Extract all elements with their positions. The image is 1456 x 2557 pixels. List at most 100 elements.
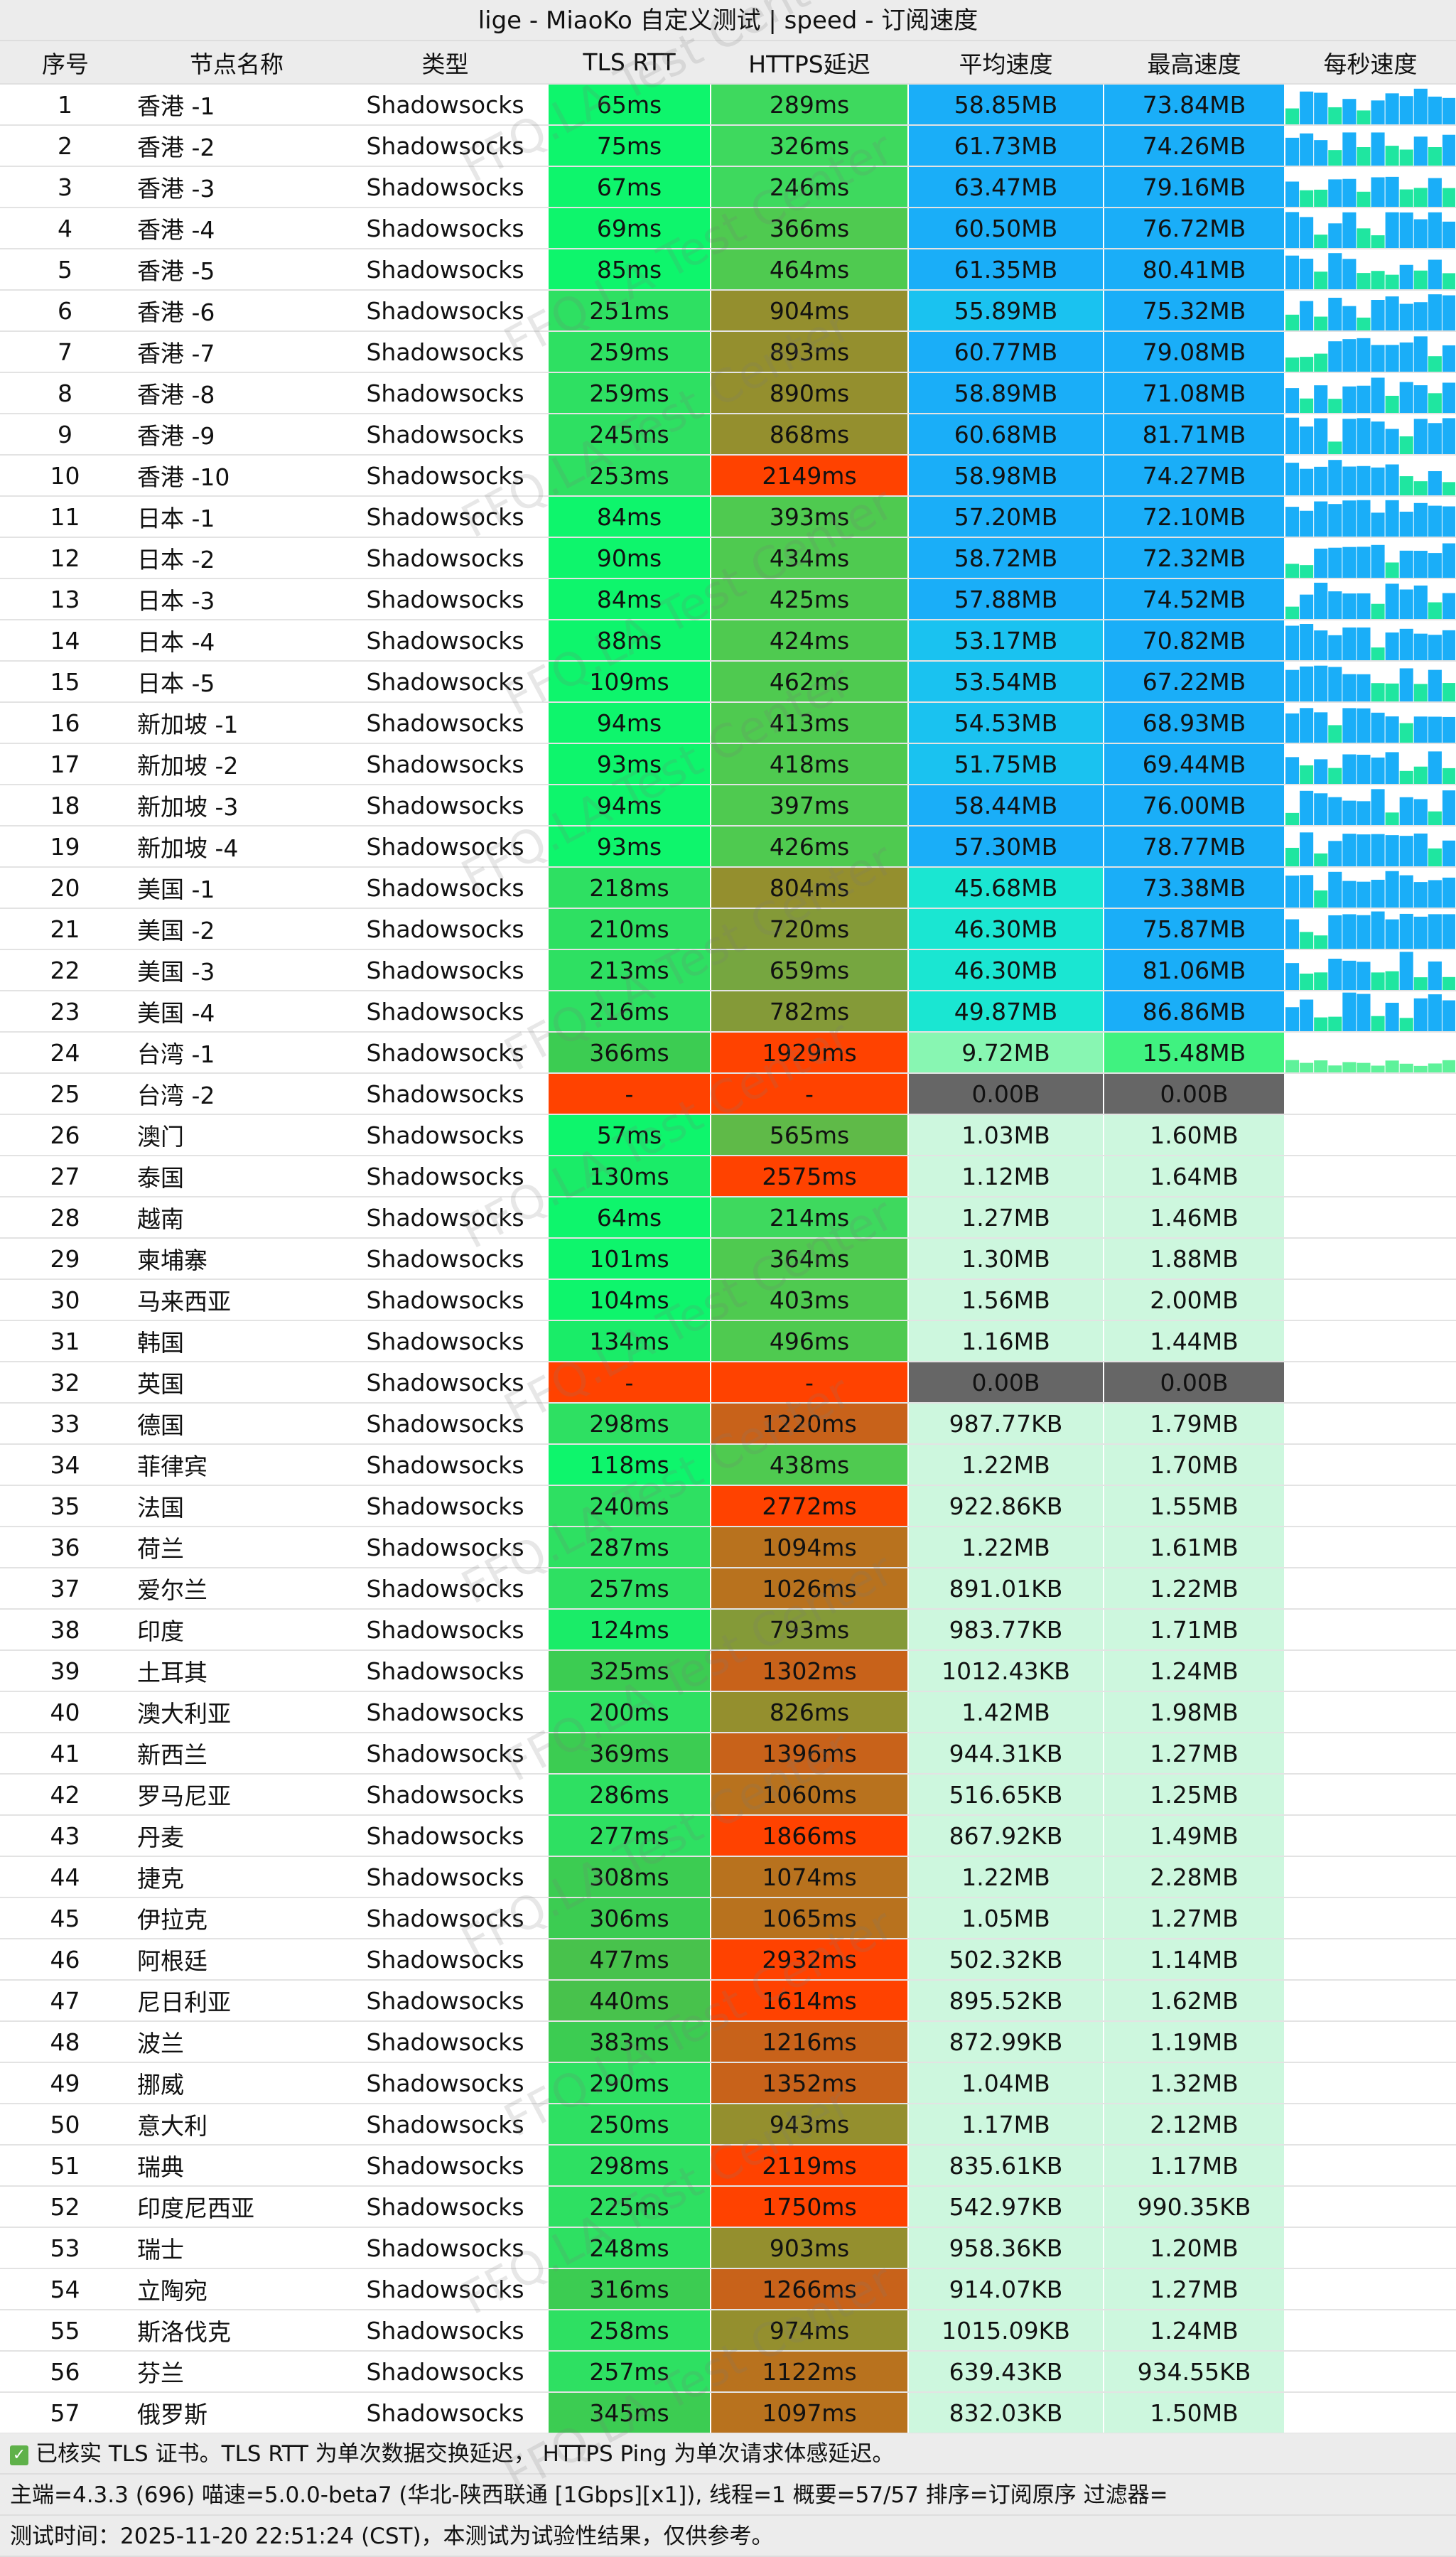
- sparkline-bar: [1285, 625, 1300, 660]
- sparkline-bar: [1428, 1063, 1442, 1072]
- https-latency-cell: 393ms: [711, 496, 909, 538]
- tls-rtt-cell: 104ms: [548, 1279, 711, 1321]
- per-second-speed-sparkline: [1285, 125, 1456, 167]
- per-second-speed-sparkline: [1285, 1073, 1456, 1115]
- max-speed-cell: 67.22MB: [1104, 661, 1285, 703]
- node-name-cell: 新加坡 -3: [131, 785, 343, 827]
- max-speed-cell: 0.00B: [1104, 1362, 1285, 1404]
- sparkline-bar: [1285, 314, 1300, 330]
- table-row: 55 斯洛伐克 Shadowsocks 258ms 974ms 1015.09KB 1.24…: [0, 2310, 1456, 2352]
- sparkline-bar: [1371, 132, 1385, 165]
- sparkline-bar: [1371, 683, 1385, 701]
- tls-rtt-cell: 298ms: [548, 1403, 711, 1445]
- sparkline-bar: [1385, 971, 1399, 989]
- tls-rtt-cell: 440ms: [548, 1980, 711, 2022]
- sparkline-bar: [1328, 667, 1342, 701]
- https-latency-cell: 426ms: [711, 826, 909, 868]
- sparkline-bar: [1442, 188, 1455, 206]
- sparkline-bar: [1371, 1016, 1385, 1030]
- max-speed-cell: 1.64MB: [1104, 1156, 1285, 1197]
- sparkline-bar: [1328, 768, 1342, 783]
- type-cell: Shadowsocks: [343, 208, 549, 249]
- node-name-cell: 美国 -1: [131, 867, 343, 909]
- sparkline-bar: [1328, 725, 1342, 742]
- max-speed-cell: 2.00MB: [1104, 1279, 1285, 1321]
- table-row: 30 马来西亚 Shadowsocks 104ms 403ms 1.56MB 2.00MB: [0, 1279, 1456, 1321]
- index-cell: 1: [0, 84, 131, 126]
- avg-speed-cell: 57.30MB: [908, 826, 1104, 868]
- per-second-speed-sparkline: [1285, 84, 1456, 126]
- tls-rtt-cell: -: [548, 1073, 711, 1115]
- max-speed-cell: 1.49MB: [1104, 1815, 1285, 1857]
- per-second-speed-sparkline: [1285, 1733, 1456, 1775]
- sparkline-bar: [1385, 345, 1399, 371]
- table-row: 38 印度 Shadowsocks 124ms 793ms 983.77KB 1.71MB: [0, 1609, 1456, 1651]
- sparkline-bar: [1442, 790, 1455, 824]
- max-speed-cell: 15.48MB: [1104, 1032, 1285, 1074]
- sparkline-bar: [1357, 273, 1371, 289]
- table-row: 28 越南 Shadowsocks 64ms 214ms 1.27MB 1.46MB: [0, 1197, 1456, 1239]
- sparkline-bar: [1342, 386, 1357, 412]
- per-second-speed-sparkline: [1285, 331, 1456, 373]
- sparkline-bar: [1314, 271, 1328, 289]
- node-name-cell: 意大利: [131, 2104, 343, 2146]
- tls-rtt-cell: 257ms: [548, 2351, 711, 2393]
- sparkline-bar: [1428, 471, 1442, 495]
- index-cell: 42: [0, 1774, 131, 1816]
- node-name-cell: 荷兰: [131, 1527, 343, 1568]
- sparkline-bar: [1314, 759, 1328, 783]
- max-speed-cell: 1.25MB: [1104, 1774, 1285, 1816]
- sparkline-bar: [1342, 1062, 1357, 1072]
- index-cell: 41: [0, 1733, 131, 1775]
- table-row: 34 菲律宾 Shadowsocks 118ms 438ms 1.22MB 1.70MB: [0, 1444, 1456, 1486]
- tls-rtt-cell: 383ms: [548, 2021, 711, 2063]
- sparkline-bar: [1300, 133, 1314, 165]
- sparkline-bar: [1371, 757, 1385, 783]
- sparkline-bar: [1285, 606, 1300, 618]
- max-speed-cell: 2.12MB: [1104, 2104, 1285, 2146]
- sparkline-bar: [1413, 916, 1428, 948]
- type-cell: Shadowsocks: [343, 2062, 549, 2104]
- index-cell: 2: [0, 125, 131, 167]
- node-name-cell: 瑞士: [131, 2227, 343, 2269]
- type-cell: Shadowsocks: [343, 537, 549, 579]
- https-latency-cell: 364ms: [711, 1238, 909, 1280]
- sparkline-bar: [1428, 259, 1442, 289]
- footer-config: 主端=4.3.3 (696) 喵速=5.0.0-beta7 (华北-陕西联通 […: [0, 2475, 1456, 2516]
- type-cell: Shadowsocks: [343, 2351, 549, 2393]
- max-speed-cell: 1.19MB: [1104, 2021, 1285, 2063]
- sparkline-bar: [1399, 1063, 1413, 1072]
- index-cell: 5: [0, 249, 131, 291]
- sparkline-bar: [1385, 812, 1399, 824]
- tls-rtt-cell: 84ms: [548, 496, 711, 538]
- avg-speed-cell: 53.17MB: [908, 620, 1104, 662]
- type-cell: Shadowsocks: [343, 2021, 549, 2063]
- sparkline-bar: [1428, 602, 1442, 618]
- footer-test-time: 测试时间：2025-11-20 22:51:24 (CST)，本测试为试验性结果…: [0, 2516, 1456, 2557]
- sparkline-bar: [1314, 630, 1328, 660]
- sparkline-bar: [1428, 96, 1442, 124]
- sparkline-bar: [1342, 419, 1357, 453]
- sparkline-bar: [1442, 716, 1455, 742]
- sparkline-bar: [1314, 92, 1328, 124]
- type-cell: Shadowsocks: [343, 1609, 549, 1651]
- sparkline-bar: [1442, 345, 1455, 371]
- sparkline-bar: [1342, 800, 1357, 824]
- type-cell: Shadowsocks: [343, 949, 549, 991]
- https-latency-cell: 782ms: [711, 991, 909, 1033]
- sparkline-bar: [1428, 553, 1442, 577]
- sparkline-bar: [1300, 594, 1314, 618]
- sparkline-bar: [1300, 510, 1314, 536]
- tls-rtt-cell: 130ms: [548, 1156, 711, 1197]
- sparkline-bar: [1357, 385, 1371, 412]
- https-latency-cell: 464ms: [711, 249, 909, 291]
- type-cell: Shadowsocks: [343, 2392, 549, 2434]
- sparkline-bar: [1285, 564, 1300, 577]
- sparkline-bar: [1285, 463, 1300, 495]
- col-header-https-latency: HTTPS延迟: [711, 41, 908, 85]
- index-cell: 44: [0, 1856, 131, 1898]
- sparkline-bar: [1300, 301, 1314, 330]
- table-row: 12 日本 -2 Shadowsocks 90ms 434ms 58.72MB 72.32M…: [0, 537, 1456, 579]
- sparkline-bar: [1342, 992, 1357, 1030]
- sparkline-bar: [1399, 628, 1413, 660]
